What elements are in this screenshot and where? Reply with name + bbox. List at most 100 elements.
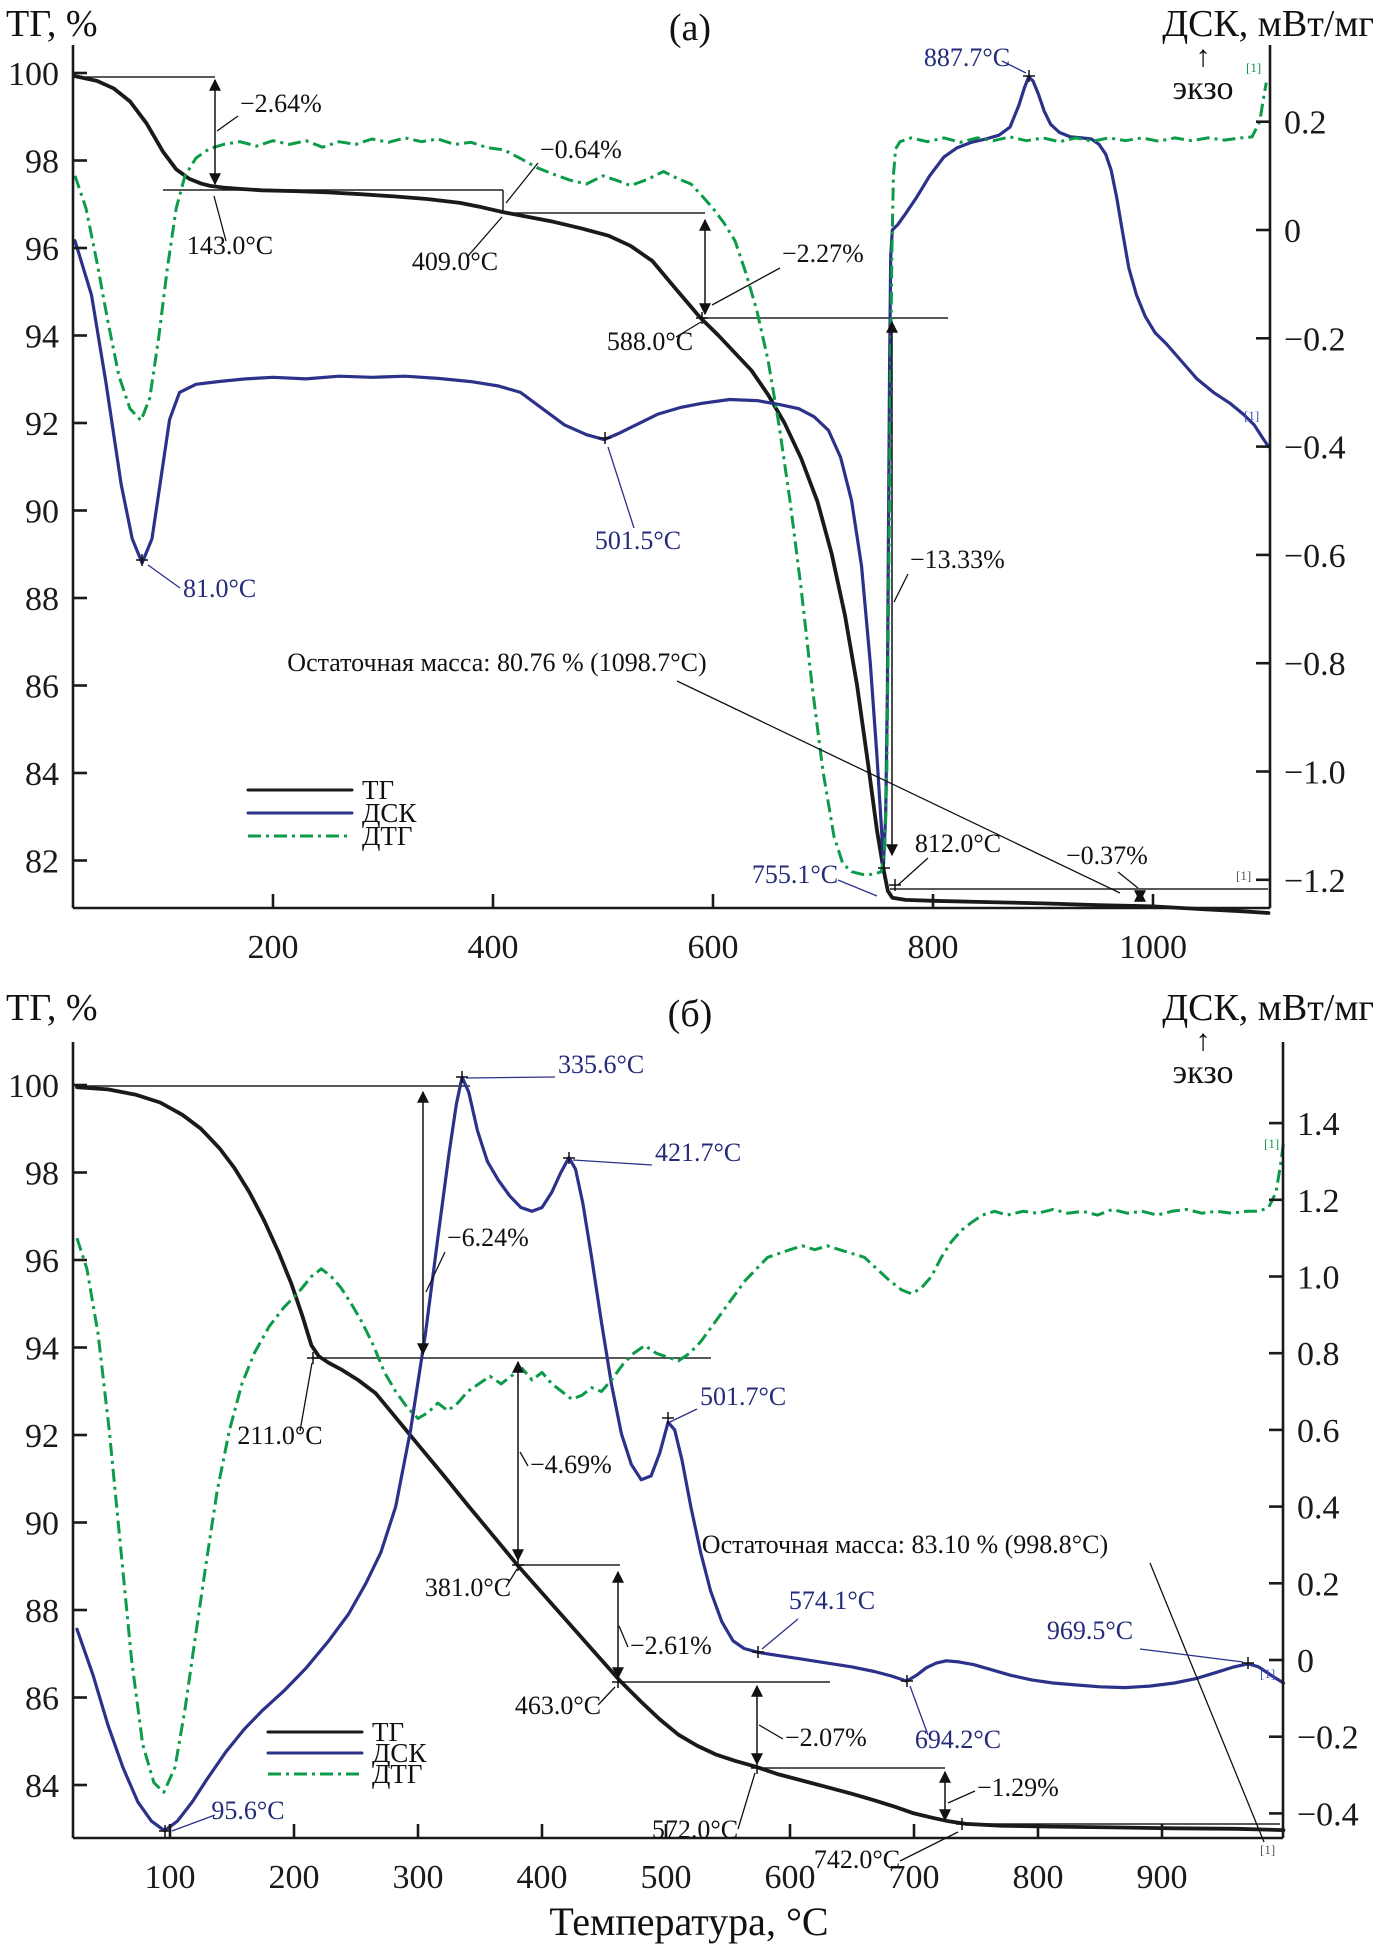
svg-text:96: 96 xyxy=(25,1243,59,1280)
annotation-label: 463.0°C xyxy=(515,1691,601,1720)
legend-label-dsc: ДСК xyxy=(372,1738,427,1768)
annotation-label: −0.37% xyxy=(1066,841,1148,870)
svg-text:1.0: 1.0 xyxy=(1297,1260,1340,1297)
annotation-label: 742.0°C xyxy=(814,1845,900,1874)
svg-text:94: 94 xyxy=(25,319,59,356)
svg-text:900: 900 xyxy=(1137,1859,1188,1896)
annotation-label: [1] xyxy=(1236,868,1251,883)
svg-text:88: 88 xyxy=(25,1593,59,1630)
svg-text:500: 500 xyxy=(641,1859,692,1896)
svg-text:0.6: 0.6 xyxy=(1297,1413,1340,1450)
annotation-label: 211.0°C xyxy=(237,1421,322,1450)
curve-dtg-b xyxy=(75,1142,1285,1794)
svg-text:84: 84 xyxy=(25,1768,59,1805)
svg-text:800: 800 xyxy=(1013,1859,1064,1896)
svg-text:84: 84 xyxy=(25,756,59,793)
annotation-label: 501.5°C xyxy=(595,526,681,555)
dsc-axis-title-b: ДСК, мВт/мг xyxy=(1162,987,1374,1029)
svg-text:400: 400 xyxy=(468,929,519,966)
annotation-label: [1] xyxy=(1260,1666,1275,1681)
exo-label-a: экзо xyxy=(1172,70,1234,107)
svg-text:100: 100 xyxy=(145,1859,196,1896)
svg-text:700: 700 xyxy=(889,1859,940,1896)
svg-text:−1.0: −1.0 xyxy=(1284,755,1346,792)
annotation-label: 887.7°C xyxy=(924,43,1010,72)
curve-dsc-b xyxy=(75,1075,1286,1833)
svg-text:98: 98 xyxy=(25,1156,59,1193)
svg-text:800: 800 xyxy=(908,929,959,966)
svg-text:100: 100 xyxy=(8,56,59,93)
svg-text:−0.6: −0.6 xyxy=(1284,538,1346,575)
curve-tg-b xyxy=(75,1085,1286,1832)
dsc-axis-title-a: ДСК, мВт/мг xyxy=(1162,3,1374,45)
svg-text:100: 100 xyxy=(8,1068,59,1105)
svg-text:92: 92 xyxy=(25,1418,59,1455)
legend-label-tg: ТГ xyxy=(362,775,394,805)
annotation-label: −2.64% xyxy=(240,89,322,118)
curve-dtg-a xyxy=(73,82,1268,876)
svg-text:1000: 1000 xyxy=(1119,929,1187,966)
svg-text:0: 0 xyxy=(1284,213,1301,250)
exo-up-arrow-icon: ↑ xyxy=(1195,40,1211,73)
annotation-label: 421.7°C xyxy=(655,1138,741,1167)
svg-text:92: 92 xyxy=(25,406,59,443)
annotation-label: Остаточная масса: 83.10 % (998.8°C) xyxy=(702,1530,1108,1559)
svg-text:400: 400 xyxy=(517,1859,568,1896)
panel-tag-a: (а) xyxy=(668,7,712,49)
annotation-label: 501.7°C xyxy=(700,1382,786,1411)
x-axis-title: Температура, °С xyxy=(549,1899,829,1944)
annotation-label: 572.0°C xyxy=(652,1815,738,1844)
annotation-label: 588.0°C xyxy=(607,327,693,356)
svg-text:−0.2: −0.2 xyxy=(1284,321,1346,358)
svg-text:1.2: 1.2 xyxy=(1297,1183,1340,1220)
annotation-label: 969.5°C xyxy=(1047,1616,1133,1645)
annotation-label: −2.07% xyxy=(785,1723,867,1752)
svg-text:96: 96 xyxy=(25,231,59,268)
svg-text:0.2: 0.2 xyxy=(1297,1566,1340,1603)
exo-annotation-a: ↑ экзо xyxy=(1128,42,1278,106)
svg-text:94: 94 xyxy=(25,1331,59,1368)
svg-text:82: 82 xyxy=(25,844,59,881)
curve-dsc-a xyxy=(73,75,1271,866)
annotation-label: 95.6°C xyxy=(211,1796,284,1825)
annotation-label: [1] xyxy=(1264,1136,1279,1151)
svg-text:98: 98 xyxy=(25,144,59,181)
legend-label-dsc: ДСК xyxy=(362,798,417,828)
svg-text:−0.4: −0.4 xyxy=(1284,430,1346,467)
annotation-label: −1.29% xyxy=(977,1773,1059,1802)
exo-label-b: экзо xyxy=(1172,1054,1234,1091)
annotation-label: −4.69% xyxy=(530,1450,612,1479)
svg-text:1.4: 1.4 xyxy=(1297,1106,1340,1143)
svg-text:88: 88 xyxy=(25,581,59,618)
svg-text:86: 86 xyxy=(25,1681,59,1718)
svg-text:600: 600 xyxy=(765,1859,816,1896)
legend-label-tg: ТГ xyxy=(372,1717,404,1747)
exo-annotation-b: ↑ экзо xyxy=(1128,1026,1278,1090)
svg-text:−0.2: −0.2 xyxy=(1297,1720,1359,1757)
panel-b: 100 98 96 94 92 90 88 86 84 1.4 1.2 1.0 0.8 0.6 0.4 0.2… xyxy=(8,1042,1359,1896)
svg-text:−0.4: −0.4 xyxy=(1297,1796,1359,1833)
svg-text:0.4: 0.4 xyxy=(1297,1490,1340,1527)
annotation-label: −0.64% xyxy=(540,135,622,164)
annotation-label: −6.24% xyxy=(447,1223,529,1252)
legend-label-dtg: ДТГ xyxy=(362,821,413,851)
tg-axis-title-b: ТГ, % xyxy=(6,987,98,1029)
curve-tg-a xyxy=(73,74,1271,915)
svg-text:600: 600 xyxy=(688,929,739,966)
svg-text:−0.8: −0.8 xyxy=(1284,646,1346,683)
svg-text:300: 300 xyxy=(393,1859,444,1896)
svg-text:86: 86 xyxy=(25,669,59,706)
exo-up-arrow-icon: ↑ xyxy=(1195,1024,1211,1057)
annotation-label: 143.0°C xyxy=(187,231,273,260)
svg-text:0: 0 xyxy=(1297,1643,1314,1680)
svg-text:200: 200 xyxy=(269,1859,320,1896)
annotation-label: Остаточная масса: 80.76 % (1098.7°C) xyxy=(287,648,706,677)
annotation-label: 694.2°C xyxy=(915,1725,1001,1754)
svg-text:90: 90 xyxy=(25,1506,59,1543)
annotation-label: 381.0°C xyxy=(425,1573,511,1602)
panel-a: 100 98 96 94 92 90 88 86 84 82 0.2 0 −0.2 −0.4 −0.6 −0.… xyxy=(8,43,1346,966)
tg-axis-title-a: ТГ, % xyxy=(6,3,98,45)
annotation-label: 335.6°C xyxy=(558,1050,644,1079)
